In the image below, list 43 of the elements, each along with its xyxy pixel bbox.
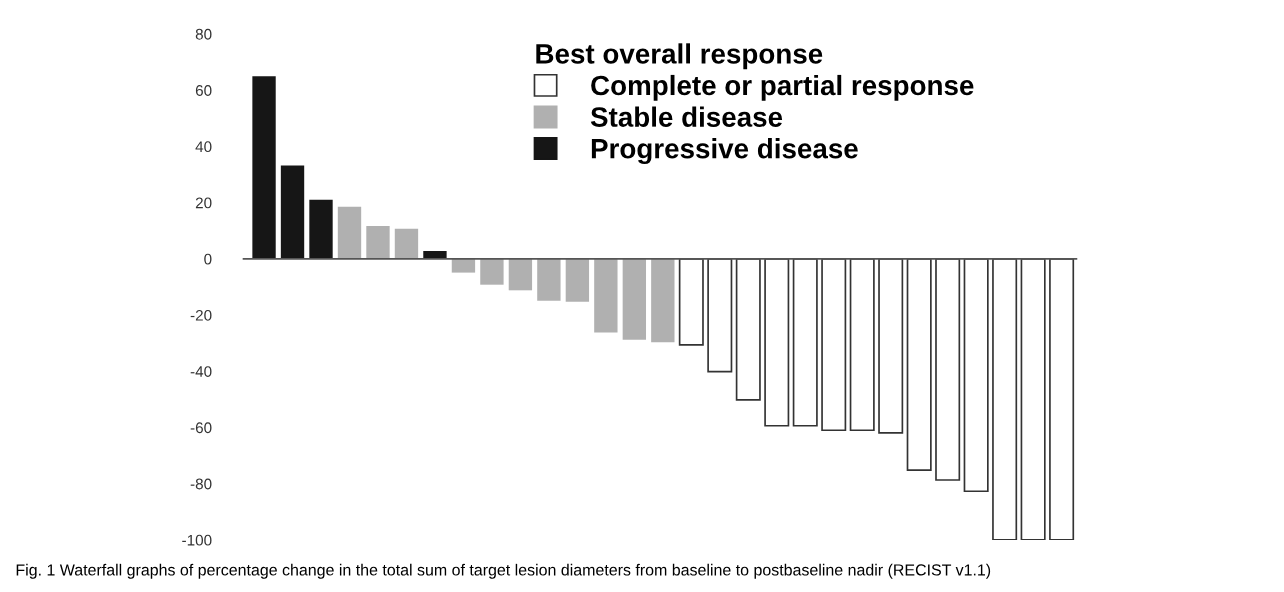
bar (508, 258, 533, 291)
bar (280, 165, 305, 259)
bar (366, 225, 390, 259)
bar (678, 258, 704, 346)
bar (935, 258, 961, 481)
y-tick-label: 80 (195, 28, 212, 40)
y-tick-label: 40 (195, 141, 212, 153)
y-tick-label: 60 (195, 85, 212, 96)
y-tick-label: -60 (190, 422, 212, 434)
bar (480, 258, 504, 285)
y-tick-label: -100 (182, 534, 212, 546)
bar (309, 199, 333, 259)
legend-label: Progressive disease (591, 138, 858, 165)
legend-title: Best overall response (536, 43, 823, 70)
bar (565, 258, 590, 302)
legend-label: Stable disease (590, 106, 783, 127)
bar (963, 258, 989, 493)
bar (792, 258, 818, 427)
bar (707, 258, 733, 373)
bar (394, 228, 419, 259)
caption: Fig. 1 Waterfall graphs of percentage change in the total sum of target lesion diameters from baseline to postbaseline nadir (RECIST v1.1) (16, 563, 991, 579)
bar (651, 258, 675, 343)
bar (594, 258, 618, 333)
y-tick-label: -40 (190, 366, 212, 377)
bar (1020, 258, 1046, 540)
y-tick-label: -20 (190, 309, 212, 321)
y-tick-label: 0 (204, 253, 212, 265)
bar (764, 258, 790, 427)
bar (849, 258, 875, 432)
bar (451, 258, 476, 273)
bar (622, 258, 647, 340)
bar (337, 206, 362, 259)
y-tick-label: 20 (195, 197, 212, 209)
bar (906, 258, 932, 472)
bar (992, 258, 1018, 540)
bar (735, 258, 761, 401)
legend-label: Complete or partial response (591, 74, 974, 101)
bar (537, 258, 561, 301)
bar (878, 258, 904, 434)
bar (821, 258, 847, 432)
bar (1049, 258, 1075, 540)
y-tick-label: -80 (190, 478, 212, 490)
bar (252, 76, 276, 259)
